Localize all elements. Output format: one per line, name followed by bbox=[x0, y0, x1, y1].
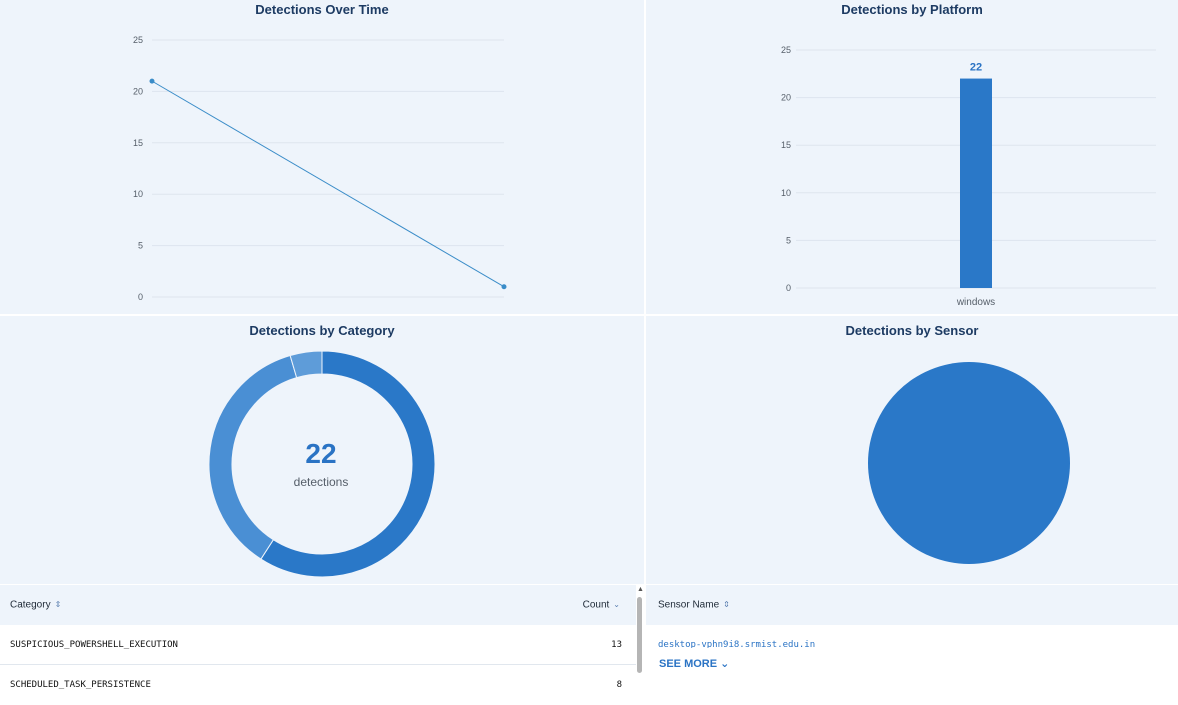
data-point bbox=[501, 284, 507, 290]
category-cell: SUSPICIOUS_POWERSHELL_EXECUTION bbox=[10, 640, 178, 650]
donut-slice bbox=[260, 350, 436, 578]
category-table-header: Category ⇕ Count ⌄ bbox=[0, 585, 636, 625]
donut-chart bbox=[208, 350, 436, 578]
line-chart-title: Detections Over Time bbox=[255, 2, 389, 17]
data-label: 22 bbox=[970, 62, 982, 74]
line-chart: 0 5 10 15 20 25 bbox=[133, 35, 507, 302]
table-row: SCHEDULED_TASK_PERSISTENCE 8 bbox=[0, 665, 636, 705]
data-point bbox=[149, 78, 155, 84]
chevron-down-icon[interactable]: ⌄ bbox=[613, 600, 620, 609]
see-more-label: SEE MORE bbox=[659, 658, 718, 670]
series-line bbox=[151, 80, 505, 288]
y-tick-label: 10 bbox=[781, 188, 791, 198]
y-tick-label: 0 bbox=[138, 292, 143, 302]
sort-icon[interactable]: ⇕ bbox=[723, 600, 730, 609]
y-tick-label: 5 bbox=[138, 241, 143, 251]
y-tick-label: 20 bbox=[781, 93, 791, 103]
sensor-link[interactable]: desktop-vphn9i8.srmist.edu.in bbox=[658, 640, 816, 648]
category-cell: SCHEDULED_TASK_PERSISTENCE bbox=[10, 680, 151, 690]
bar-chart-title: Detections by Platform bbox=[841, 2, 983, 17]
bar bbox=[960, 78, 992, 288]
column-label-category: Category bbox=[10, 599, 51, 611]
column-header-category[interactable]: Category ⇕ bbox=[10, 585, 61, 626]
pie-chart bbox=[868, 362, 1070, 564]
y-tick-label: 5 bbox=[786, 235, 791, 245]
row-divider bbox=[0, 664, 636, 665]
scroll-up-icon[interactable]: ▲ bbox=[637, 586, 644, 593]
sensor-table-header: Sensor Name ⇕ bbox=[646, 585, 1178, 625]
y-tick-label: 15 bbox=[133, 138, 143, 148]
pie-chart-panel: Detections by Sensor bbox=[646, 316, 1178, 584]
count-cell: 13 bbox=[611, 640, 622, 650]
sensor-table-body bbox=[646, 625, 1178, 701]
column-label-count: Count bbox=[582, 599, 610, 611]
y-tick-label: 15 bbox=[781, 140, 791, 150]
y-tick-label: 25 bbox=[781, 45, 791, 55]
line-chart-panel: Detections Over Time 0 5 10 15 20 25 bbox=[0, 0, 644, 314]
donut-slice bbox=[289, 350, 323, 379]
table-row: SUSPICIOUS_POWERSHELL_EXECUTION 13 bbox=[0, 625, 636, 665]
x-tick-label: windows bbox=[956, 297, 995, 308]
y-tick-label: 10 bbox=[133, 189, 143, 199]
y-tick-label: 20 bbox=[133, 86, 143, 96]
sort-icon[interactable]: ⇕ bbox=[54, 600, 62, 609]
column-header-sensor[interactable]: Sensor Name ⇕ bbox=[658, 585, 730, 626]
column-header-count[interactable]: Count ⌄ bbox=[583, 585, 620, 626]
y-tick-label: 25 bbox=[133, 35, 143, 45]
pie-chart-title: Detections by Sensor bbox=[845, 323, 979, 338]
donut-chart-panel: Detections by Category bbox=[0, 316, 644, 584]
bar-chart: 0 5 10 15 20 25 22 windows bbox=[781, 45, 1156, 308]
chevron-down-icon: ⌄ bbox=[720, 658, 730, 670]
pie-slice bbox=[868, 362, 1070, 564]
donut-total-label: detections bbox=[293, 475, 349, 489]
y-tick-label: 0 bbox=[786, 283, 791, 293]
see-more-button[interactable]: SEE MORE ⌄ bbox=[659, 657, 729, 670]
donut-chart-title: Detections by Category bbox=[249, 323, 395, 338]
bar-chart-panel: Detections by Platform 0 5 10 15 20 25 22 windo… bbox=[646, 0, 1178, 314]
column-label-sensor: Sensor Name bbox=[658, 599, 720, 611]
scrollbar-thumb[interactable] bbox=[637, 597, 642, 673]
donut-total: 22 bbox=[305, 438, 337, 469]
count-cell: 8 bbox=[616, 680, 622, 690]
